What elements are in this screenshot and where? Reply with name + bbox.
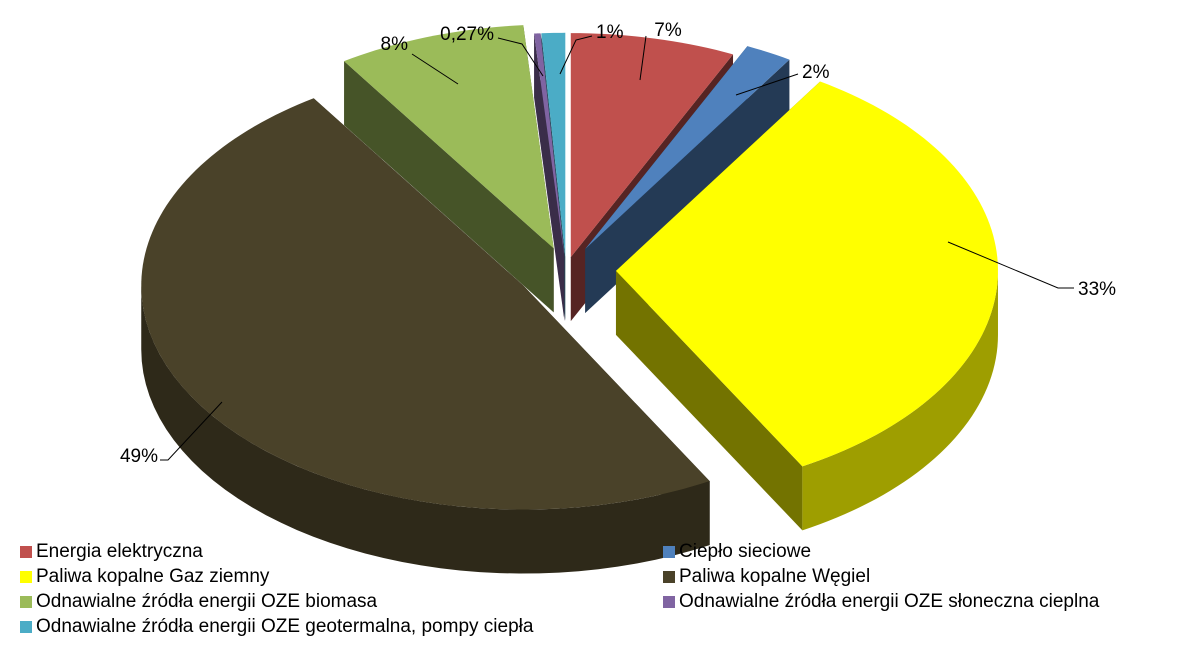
legend-item-wegiel: Paliwa kopalne Węgiel xyxy=(663,565,870,589)
data-label: 8% xyxy=(381,34,409,55)
pie-slice xyxy=(534,33,565,257)
leader-line xyxy=(411,53,459,85)
legend-label: Energia elektryczna xyxy=(36,541,203,562)
data-label: 2% xyxy=(802,62,830,83)
legend-item-cieplo-sieciowe: Ciepło sieciowe xyxy=(663,540,811,564)
legend-item-energia-elektryczna: Energia elektryczna xyxy=(20,540,203,564)
pie-slice xyxy=(141,98,710,510)
legend-swatch xyxy=(663,596,675,608)
legend-swatch xyxy=(663,546,675,558)
pie-slice xyxy=(585,46,790,249)
slice-rim xyxy=(141,285,710,574)
slice-wall xyxy=(344,61,554,313)
legend-swatch xyxy=(20,596,32,608)
slice-rim xyxy=(802,270,998,531)
data-label: 0,27% xyxy=(440,24,494,45)
legend-swatch xyxy=(20,621,32,633)
data-label: 49% xyxy=(120,446,158,467)
leader-line xyxy=(160,401,223,461)
pie-slice xyxy=(570,33,734,258)
leader-line xyxy=(947,241,1074,289)
legend-label: Odnawialne źródła energii OZE biomasa xyxy=(36,591,378,612)
pie-slice xyxy=(541,32,566,257)
legend-label: Ciepło sieciowe xyxy=(679,541,812,562)
legend-swatch xyxy=(20,571,32,583)
slice-wall xyxy=(615,270,803,531)
pie-leader-lines xyxy=(160,35,1074,461)
pie-slice xyxy=(615,81,998,467)
legend-swatch xyxy=(663,571,675,583)
legend-item-sloneczna-cieplna: Odnawialne źródła energii OZE słoneczna … xyxy=(663,590,1099,614)
leader-line xyxy=(559,35,593,75)
pie-slice xyxy=(344,25,554,249)
pie-tops xyxy=(141,25,998,510)
data-label: 1% xyxy=(596,22,624,43)
legend-label: Odnawialne źródła energii OZE geotermaln… xyxy=(36,616,534,637)
legend-label: Odnawialne źródła energii OZE słoneczna … xyxy=(679,591,1100,612)
legend-item-geotermalna: Odnawialne źródła energii OZE geotermaln… xyxy=(20,615,533,639)
leader-line xyxy=(639,35,647,81)
legend-label: Paliwa kopalne Gaz ziemny xyxy=(36,566,270,587)
pie-labels: 7% 2% 33% 49% 8% 0,27% 1% xyxy=(120,20,1116,467)
data-label: 7% xyxy=(654,20,682,41)
legend-label: Paliwa kopalne Węgiel xyxy=(679,566,871,587)
chart-legend: Energia elektryczna Ciepło sieciowe Pali… xyxy=(0,540,1200,645)
leader-line xyxy=(497,37,544,77)
slice-wall xyxy=(585,59,790,313)
legend-swatch xyxy=(20,546,32,558)
leader-line xyxy=(735,73,799,96)
legend-item-biomasa: Odnawialne źródła energii OZE biomasa xyxy=(20,590,377,614)
data-label: 33% xyxy=(1078,279,1116,300)
legend-item-gaz-ziemny: Paliwa kopalne Gaz ziemny xyxy=(20,565,269,589)
